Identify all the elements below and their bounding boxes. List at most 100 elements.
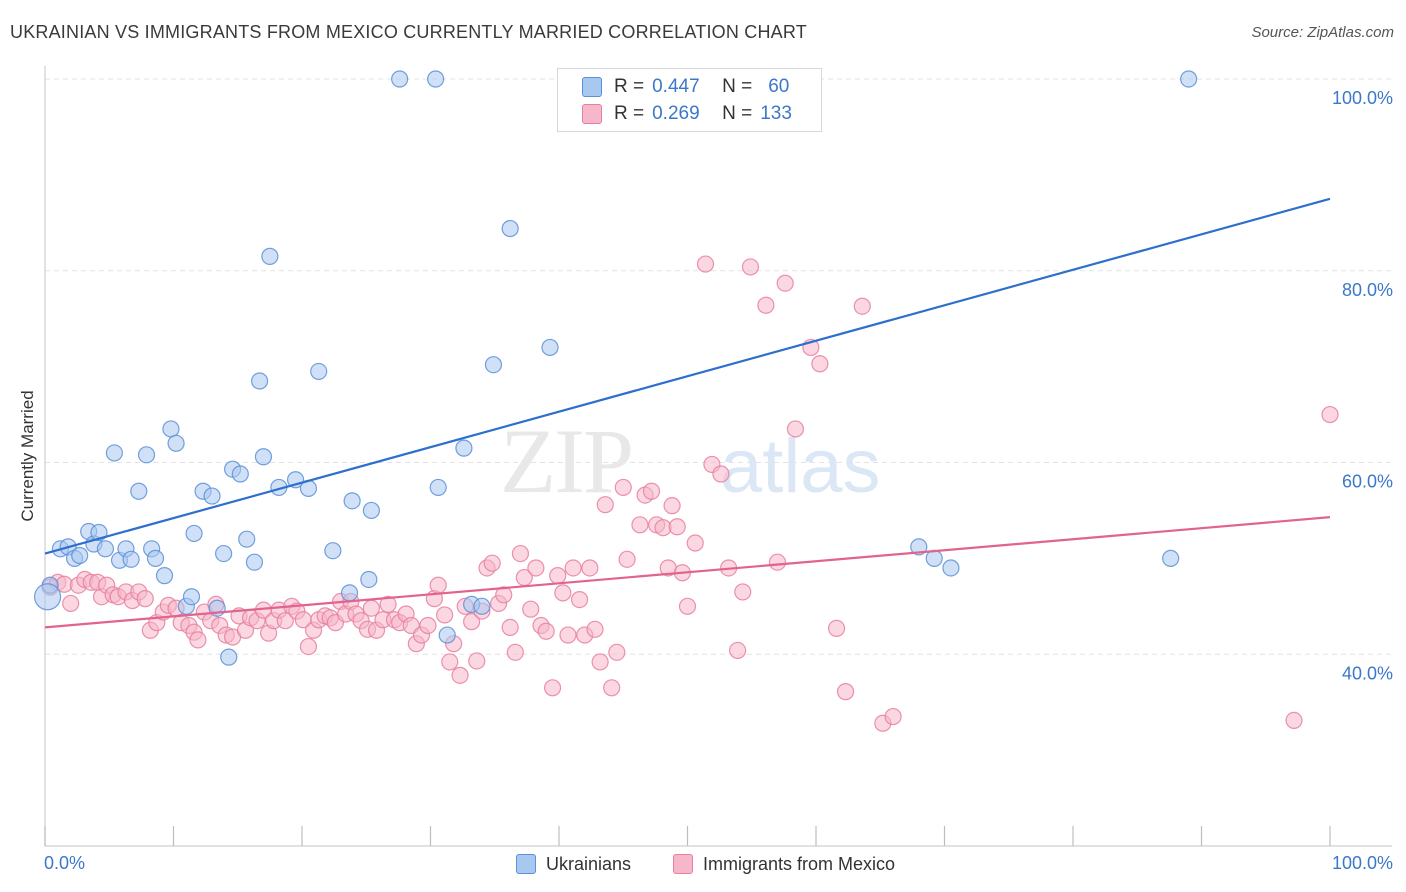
- mexico-point: [468, 652, 486, 670]
- mexico-point: [495, 586, 513, 604]
- tick-labels: 100.0% 80.0% 60.0% 40.0% 0.0% 100.0%: [44, 88, 1393, 873]
- trend-lines: [44, 197, 1331, 629]
- watermark-zip: ZIP: [500, 410, 632, 512]
- mexico-trend-line: [44, 516, 1331, 629]
- legend-swatch-ukrainians: [582, 77, 602, 97]
- mexico-point: [379, 595, 397, 613]
- ukrainians-point: [484, 356, 503, 374]
- ukrainians-point: [360, 570, 378, 589]
- bottom-legend-swatch-ukrainians: [516, 854, 536, 874]
- mexico-point: [729, 641, 747, 660]
- ukrainians-point: [261, 247, 279, 265]
- mexico-point: [741, 258, 760, 276]
- series-ukrainians-points: [33, 70, 1198, 666]
- mexico-point: [501, 618, 519, 637]
- source-label: Source: ZipAtlas.com: [1251, 24, 1394, 41]
- ukrainians-point: [105, 444, 123, 462]
- mexico-point: [581, 559, 599, 577]
- mexico-point: [608, 643, 626, 661]
- mexico-point: [686, 534, 704, 552]
- axes: [44, 66, 1392, 847]
- mexico-point: [1321, 405, 1339, 424]
- legend-r-label: R =: [614, 103, 645, 124]
- ukrainians-point: [238, 530, 256, 548]
- mexico-point: [591, 653, 609, 671]
- bottom-legend-label-ukrainians: Ukrainians: [546, 853, 632, 874]
- ukrainians-point: [155, 567, 174, 585]
- ukrainians-point: [340, 584, 359, 602]
- mexico-point: [429, 576, 447, 594]
- mexico-point: [511, 544, 530, 563]
- mexico-point: [537, 622, 555, 640]
- ukrainians-point: [391, 70, 409, 88]
- ukrainians-point: [343, 492, 361, 510]
- mexico-point: [522, 600, 540, 618]
- mexico-point: [570, 591, 589, 609]
- mexico-point: [836, 683, 855, 701]
- mexico-point: [696, 255, 715, 273]
- mexico-point: [463, 613, 481, 631]
- ukrainians-point: [137, 446, 156, 464]
- mexico-point: [436, 606, 454, 624]
- ukrainians-point: [362, 501, 380, 520]
- legend-r-label: R =: [614, 76, 645, 97]
- ukrainians-point: [1180, 70, 1198, 88]
- mexico-point: [668, 518, 686, 536]
- mexico-point: [586, 620, 604, 638]
- mexico-point: [299, 637, 318, 656]
- mexico-point: [768, 553, 787, 571]
- mexico-point: [441, 653, 459, 671]
- mexico-point: [564, 559, 582, 577]
- series-mexico-points: [41, 255, 1339, 732]
- mexico-point: [451, 666, 469, 684]
- ukrainians-point: [122, 550, 140, 568]
- mexico-point: [663, 497, 681, 515]
- mexico-point: [1285, 711, 1303, 730]
- watermark: ZIP atlas: [500, 410, 881, 512]
- y-tick-label-60: 60.0%: [1342, 472, 1393, 492]
- ukrainians-point: [910, 538, 928, 556]
- ukrainians-trend-line: [44, 197, 1331, 555]
- watermark-atlas: atlas: [720, 424, 881, 509]
- mexico-point: [853, 297, 871, 315]
- mexico-point: [678, 597, 697, 615]
- mexico-point: [483, 554, 501, 572]
- ukrainians-point: [185, 524, 203, 543]
- ukrainians-point: [182, 588, 201, 606]
- mexico-point: [506, 643, 524, 661]
- ukrainians-point: [925, 549, 943, 567]
- ukrainians-point: [167, 434, 185, 452]
- y-tick-label-40: 40.0%: [1342, 663, 1393, 683]
- mexico-point: [776, 274, 794, 292]
- ukrainians-point: [473, 597, 491, 615]
- mexico-point: [543, 679, 562, 697]
- x-tick-label-min: 0.0%: [44, 853, 85, 873]
- ukrainians-point: [33, 583, 62, 611]
- ukrainians-point: [324, 542, 342, 560]
- ukrainians-point: [245, 553, 264, 571]
- mexico-point: [596, 496, 614, 514]
- ukrainians-point: [254, 448, 273, 466]
- mexico-point: [786, 420, 805, 438]
- mexico-point: [136, 590, 154, 608]
- legend-swatch-mexico: [582, 104, 602, 124]
- ukrainians-point: [146, 549, 165, 567]
- ukrainians-point: [1162, 549, 1180, 567]
- legend-row-ukrainians: R = 0.447 N = 60: [558, 74, 789, 100]
- bottom-legend-ukrainians: Ukrainians: [516, 851, 631, 877]
- ukrainians-point: [220, 648, 238, 666]
- ukrainians-point: [162, 420, 180, 438]
- x-tick-label-max: 100.0%: [1332, 853, 1393, 873]
- mexico-point: [734, 583, 752, 601]
- ukrainians-point: [501, 219, 519, 238]
- ukrainians-point: [455, 439, 473, 457]
- bottom-legend-swatch-mexico: [673, 854, 693, 874]
- ukrainians-point: [541, 338, 559, 357]
- mexico-point: [527, 559, 545, 577]
- bottom-legend-label-mexico: Immigrants from Mexico: [703, 853, 896, 874]
- legend-n-value: 133: [760, 103, 792, 124]
- chart-title: UKRAINIAN VS IMMIGRANTS FROM MEXICO CURR…: [10, 22, 807, 42]
- ukrainians-point: [942, 559, 960, 577]
- legend-n-value: 60: [768, 76, 790, 97]
